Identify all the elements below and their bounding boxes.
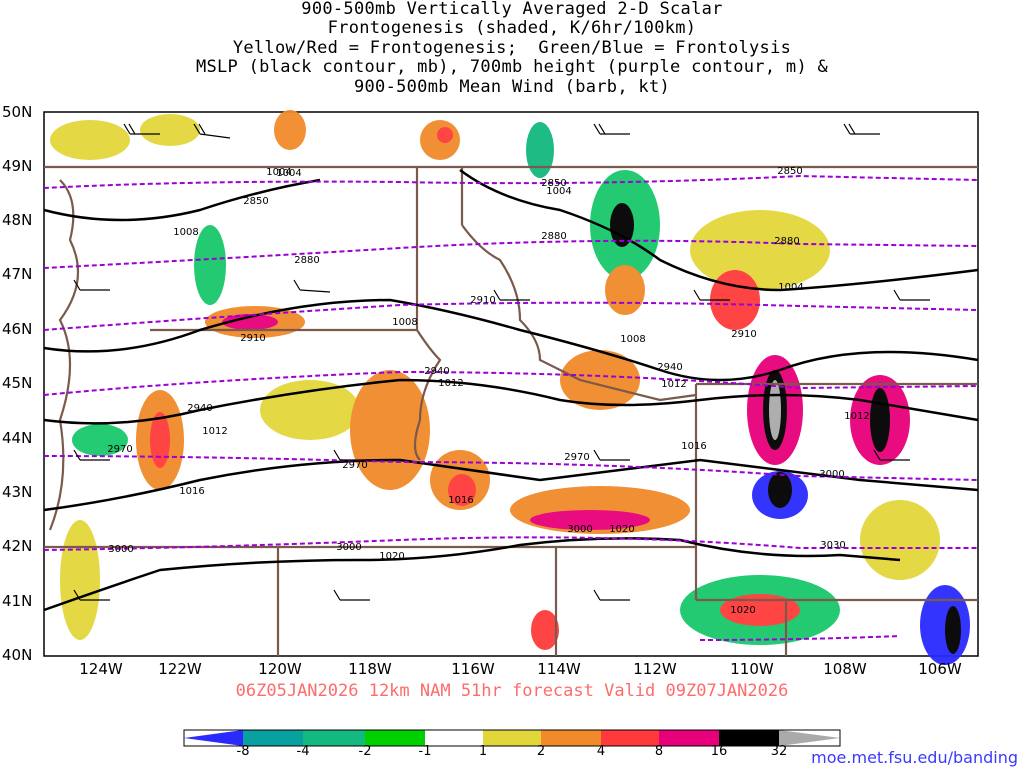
state-borders [44,165,978,656]
title-line: Yellow/Red = Frontogenesis; Green/Blue =… [232,37,792,58]
colorbar-tick-label: 1 [478,744,488,759]
map-title: 900-500mb Vertically Averaged 2-D Scalar… [0,0,1024,97]
height-contours [43,174,979,641]
colorbar-seg [425,730,483,746]
colorbar-tick-label: 8 [654,744,664,759]
wind-barbs [73,123,930,601]
lat-label: 45N [2,374,33,392]
credit-link[interactable]: moe.met.fsu.edu/banding [811,748,1018,767]
lon-label: 116W [451,660,495,678]
lat-label: 42N [2,537,33,555]
title-line: 900-500mb Mean Wind (barb, kt) [353,76,671,97]
colorbar-seg [719,730,779,746]
lon-label: 106W [918,660,962,678]
frontogenesis-shading [50,110,970,665]
colorbar [183,729,841,747]
lat-label: 49N [2,157,33,175]
lon-label: 114W [537,660,581,678]
lat-label: 43N [2,483,33,501]
title-line: MSLP (black contour, mb), 700mb height (… [195,57,829,78]
colorbar-tick-label: 16 [710,744,728,759]
colorbar-high-arrow [779,730,840,746]
colorbar-seg [601,730,659,746]
lat-label: 50N [2,103,33,121]
colorbar-tick-label: 32 [770,744,788,759]
lat-label: 41N [2,592,33,610]
lon-label: 120W [258,660,302,678]
colorbar-tick-label: 2 [536,744,546,759]
colorbar-seg [365,730,425,746]
lat-label: 44N [2,429,33,447]
colorbar-tick-label: 4 [596,744,606,759]
lon-label: 118W [348,660,392,678]
lat-label: 40N [2,646,33,664]
lon-label: 122W [158,660,202,678]
lat-label: 46N [2,320,33,338]
colorbar-seg [659,730,719,746]
lon-label: 112W [633,660,677,678]
colorbar-seg [483,730,541,746]
lon-label: 110W [730,660,774,678]
colorbar-tick-label: -1 [418,744,432,759]
mslp-contours [43,168,979,612]
colorbar-seg [541,730,601,746]
colorbar-seg [243,730,303,746]
colorbar-tick-label: -8 [236,744,250,759]
colorbar-seg [303,730,365,746]
lon-label: 124W [79,660,123,678]
colorbar-low-arrow [184,730,243,746]
colorbar-tick-label: -4 [296,744,310,759]
lon-label: 108W [823,660,867,678]
lat-label: 48N [2,211,33,229]
colorbar-tick-label: -2 [358,744,372,759]
title-line: 900-500mb Vertically Averaged 2-D Scalar [301,0,723,19]
title-line: Frontogenesis (shaded, K/6hr/100km) [327,18,697,39]
valid-time-label: 06Z05JAN2026 12km NAM 51hr forecast Vali… [235,681,789,701]
lat-label: 47N [2,265,33,283]
